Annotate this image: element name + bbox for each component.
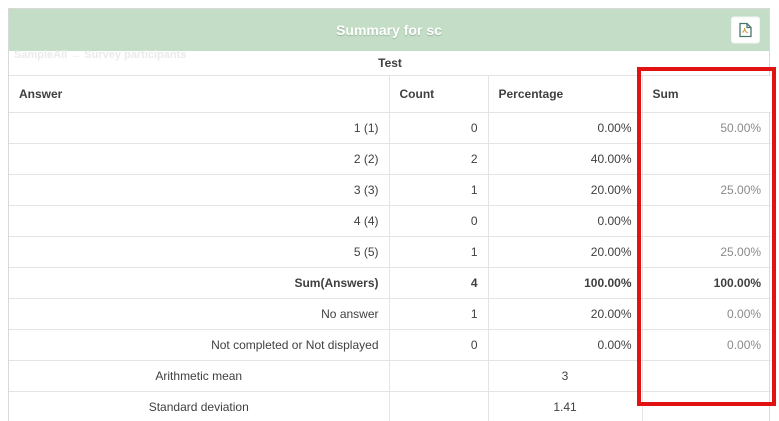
export-pdf-button[interactable] [731,16,760,44]
percentage-cell: 0.00% [487,329,643,361]
answer-cell: Not completed or Not displayed [9,329,390,361]
sum-answers-row: Sum(Answers) 4 100.00% 100.00% [9,267,772,299]
answer-cell: No answer [9,298,390,330]
count-cell: 4 [388,267,489,299]
percentage-cell: 20.00% [487,298,643,330]
table-row: 1 (1) 0 0.00% 50.00% [9,112,772,144]
standard-deviation-row: Standard deviation 1.41 [9,391,772,421]
count-cell: 0 [388,205,489,237]
count-cell [388,391,489,421]
sum-cell: 100.00% [641,267,772,299]
table-row: 4 (4) 0 0.00% [9,205,772,237]
question-title: Test [9,51,772,76]
sum-cell [641,360,772,392]
column-header-percentage: Percentage [487,75,643,113]
percentage-cell: 20.00% [487,174,643,206]
arithmetic-mean-row: Arithmetic mean 3 [9,360,772,392]
percentage-cell: 40.00% [487,143,643,175]
count-cell: 0 [388,112,489,144]
summary-table: Test Answer Count Percentage Sum 1 (1) 0… [9,51,772,421]
no-answer-row: No answer 1 20.00% 0.00% [9,298,772,330]
sum-cell [641,391,772,421]
column-header-sum: Sum [641,75,772,113]
sum-cell [641,143,772,175]
answer-cell: 5 (5) [9,236,390,268]
answer-cell: Sum(Answers) [9,267,390,299]
sum-cell [641,205,772,237]
summary-panel: Summary for sc SampleAll → Survey partic… [8,8,772,421]
percentage-cell: 0.00% [487,205,643,237]
count-cell: 1 [388,298,489,330]
table-row: 3 (3) 1 20.00% 25.00% [9,174,772,206]
sum-cell: 25.00% [641,174,772,206]
column-header-answer: Answer [9,75,390,113]
answer-cell: 2 (2) [9,143,390,175]
answer-cell: Arithmetic mean [9,360,390,392]
count-cell: 1 [388,174,489,206]
pdf-file-icon [739,22,752,38]
not-completed-row: Not completed or Not displayed 0 0.00% 0… [9,329,772,361]
percentage-cell: 1.41 [487,391,643,421]
answer-cell: 1 (1) [9,112,390,144]
table-row: 2 (2) 2 40.00% [9,143,772,175]
table-row: 5 (5) 1 20.00% 25.00% [9,236,772,268]
panel-heading: Summary for sc [9,9,769,51]
sum-cell: 25.00% [641,236,772,268]
panel-title: Summary for sc [336,22,442,38]
count-cell: 2 [388,143,489,175]
answer-cell: 3 (3) [9,174,390,206]
percentage-cell: 0.00% [487,112,643,144]
percentage-cell: 3 [487,360,643,392]
answer-cell: 4 (4) [9,205,390,237]
sum-cell: 0.00% [641,298,772,330]
sum-cell: 0.00% [641,329,772,361]
count-cell: 1 [388,236,489,268]
count-cell [388,360,489,392]
column-header-count: Count [388,75,489,113]
percentage-cell: 100.00% [487,267,643,299]
table-header-row: Answer Count Percentage Sum [9,75,772,113]
question-title-row: Test [9,51,772,76]
answer-cell: Standard deviation [9,391,390,421]
sum-cell: 50.00% [641,112,772,144]
percentage-cell: 20.00% [487,236,643,268]
count-cell: 0 [388,329,489,361]
